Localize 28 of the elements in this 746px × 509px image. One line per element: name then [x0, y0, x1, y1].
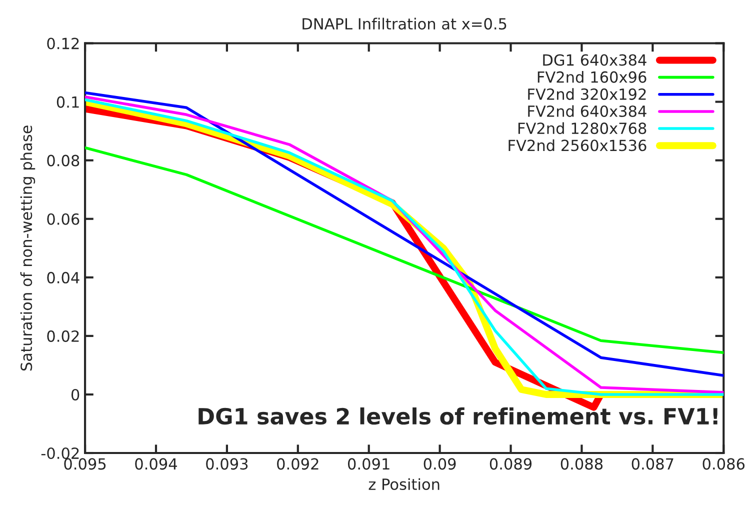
annotation: DG1 saves 2 levels of refinement vs. FV1! [198, 407, 718, 425]
legend-label: FV2nd 2560x1536 [508, 139, 646, 152]
x-tick-label: 0.087 [632, 458, 674, 470]
y-tick-label: 0.12 [47, 38, 79, 50]
y-axis-title: Saturation of non-wetting phase [20, 126, 36, 371]
y-tick-label: 0.06 [47, 213, 80, 225]
x-tick-label: 0.091 [348, 458, 390, 470]
y-tick-label: 0 [71, 388, 80, 400]
chart-title: DNAPL Infiltration at x=0.5 [302, 18, 506, 30]
legend-label: FV2nd 640x384 [528, 105, 646, 118]
x-tick-label: 0.089 [490, 458, 532, 470]
y-tick-label: 0.02 [47, 330, 79, 342]
y-tick-label: 0.1 [56, 96, 79, 108]
legend-label: FV2nd 160x96 [538, 71, 646, 83]
legend-label: FV2nd 1280x768 [518, 122, 646, 134]
y-tick-label: 0.08 [47, 154, 80, 166]
x-tick-label: 0.095 [64, 458, 106, 470]
x-tick-label: 0.093 [206, 458, 248, 470]
legend-label: DG1 640x384 [543, 54, 646, 66]
x-tick-label: 0.094 [135, 458, 178, 470]
x-tick-label: 0.086 [702, 458, 745, 470]
legend-label: FV2nd 320x192 [528, 88, 646, 100]
x-axis-title: z Position [368, 478, 440, 490]
y-tick-label: 0.04 [47, 272, 80, 284]
y-tick-label: -0.02 [41, 447, 79, 460]
x-tick-label: 0.092 [277, 458, 318, 470]
x-tick-label: 0.088 [560, 458, 603, 470]
x-tick-label: 0.09 [424, 458, 456, 470]
